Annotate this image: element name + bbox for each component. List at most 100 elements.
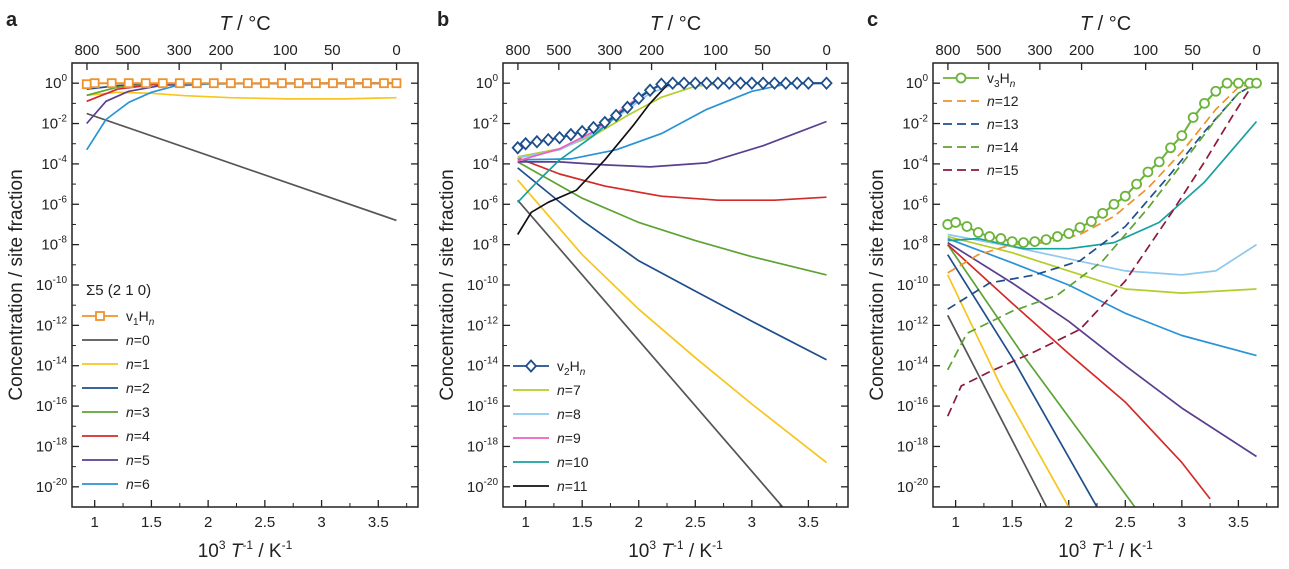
y-tick-exponent: -16 xyxy=(484,396,499,407)
data-point xyxy=(89,78,100,89)
x-tick-label: 1 xyxy=(91,514,99,531)
top-tick-label: 300 xyxy=(167,42,192,59)
y-tick-label: 10-14 xyxy=(897,356,929,375)
y-tick-exponent: -4 xyxy=(58,154,67,165)
data-point xyxy=(242,78,253,89)
y-tick-label: 10-12 xyxy=(36,315,68,334)
data-point xyxy=(345,78,355,89)
y-tick-base: 10 xyxy=(472,116,489,133)
x-tick-label: 3.5 xyxy=(1228,514,1249,531)
data-point xyxy=(1040,234,1052,245)
data-point xyxy=(1018,237,1029,249)
y-tick-label: 10-4 xyxy=(472,154,498,173)
data-point xyxy=(1176,130,1188,142)
data-point xyxy=(81,79,92,90)
y-tick-base: 10 xyxy=(902,156,919,173)
legend-label-part: H xyxy=(1000,70,1010,86)
x-label-part: T xyxy=(661,541,674,562)
top-tick-label: 800 xyxy=(505,42,530,59)
legend-label-part: n xyxy=(1010,79,1016,90)
data-point xyxy=(174,78,185,89)
y-tick-exponent: -6 xyxy=(489,194,498,205)
legend-label-part: n xyxy=(987,93,995,109)
data-point xyxy=(1006,236,1018,248)
legend-label-part: n xyxy=(126,452,134,468)
data-point xyxy=(362,78,372,89)
x-axis-label: 103 T-1 / K-1 xyxy=(1058,538,1153,562)
y-tick-base: 10 xyxy=(897,398,914,415)
data-point xyxy=(756,76,770,91)
legend-label: n=13 xyxy=(987,116,1019,132)
y-tick-label: 10-2 xyxy=(41,114,67,133)
top-tick-label: 300 xyxy=(597,42,622,59)
y-tick-base: 10 xyxy=(36,358,53,375)
y-tick-exponent: -2 xyxy=(58,114,67,125)
top-tick-label: 50 xyxy=(324,42,341,59)
y-tick-base: 10 xyxy=(467,479,484,496)
data-point xyxy=(950,217,962,228)
legend-label: v3Hn xyxy=(987,70,1016,90)
y-tick-exponent: -4 xyxy=(919,154,928,165)
series-line xyxy=(517,82,827,162)
top-tick-label: 500 xyxy=(546,42,571,59)
data-point xyxy=(734,76,747,91)
series-line-unlabeled xyxy=(517,82,827,161)
y-tick-label: 10-10 xyxy=(897,275,929,294)
series-line xyxy=(86,112,397,222)
y-tick-exponent: -18 xyxy=(484,436,499,447)
panel-letter: b xyxy=(437,9,449,31)
y-tick-base: 10 xyxy=(906,75,923,92)
y-tick-label: 10-4 xyxy=(41,154,67,173)
y-tick-base: 10 xyxy=(467,398,484,415)
top-tick-label: 0 xyxy=(392,42,400,59)
legend-label-part: =3 xyxy=(134,404,150,420)
x-label-part: 10 xyxy=(1058,541,1079,562)
legend-label-part: H xyxy=(570,358,580,374)
y-tick-exponent: -14 xyxy=(53,356,68,367)
data-point xyxy=(677,76,691,91)
data-point xyxy=(157,78,168,89)
series-line-unlabeled xyxy=(946,254,1098,507)
x-tick-label: 2 xyxy=(635,514,643,531)
data-point xyxy=(1131,178,1143,190)
series-line xyxy=(946,82,1257,371)
data-point xyxy=(1187,112,1199,123)
x-label-part: -1 xyxy=(1103,538,1114,552)
legend-label-part: =10 xyxy=(565,454,589,470)
y-tick-exponent: -8 xyxy=(58,235,67,246)
data-point xyxy=(1052,231,1063,242)
top-label-part: / °C xyxy=(662,13,701,35)
x-label-part: 3 xyxy=(1079,538,1086,552)
data-point xyxy=(1097,207,1109,219)
legend-label: n=10 xyxy=(557,454,589,470)
data-point xyxy=(519,136,532,151)
data-point xyxy=(995,233,1007,244)
legend-label-part: H xyxy=(139,308,149,324)
x-label-part: T xyxy=(231,541,244,562)
series-line xyxy=(946,82,1258,417)
legend-label-part: n xyxy=(987,139,995,155)
legend-label: n=2 xyxy=(126,380,150,396)
y-tick-label: 10-16 xyxy=(897,396,929,415)
data-point xyxy=(1199,97,1210,109)
data-point xyxy=(621,100,634,115)
legend-label: n=5 xyxy=(126,452,150,468)
data-point xyxy=(1108,198,1120,210)
y-tick-exponent: -18 xyxy=(53,436,68,447)
x-label-part: -1 xyxy=(1142,538,1153,552)
y-tick-label: 10-6 xyxy=(472,194,498,213)
y-tick-exponent: -8 xyxy=(919,235,928,246)
y-tick-base: 10 xyxy=(897,277,914,294)
x-label-part: 10 xyxy=(198,541,219,562)
data-point xyxy=(575,124,589,139)
y-tick-label: 10-4 xyxy=(902,154,928,173)
y-tick-base: 10 xyxy=(36,277,53,294)
x-tick-label: 1 xyxy=(521,514,529,531)
data-point xyxy=(311,78,321,89)
legend-label-part: =9 xyxy=(565,430,581,446)
series-line-unlabeled xyxy=(947,237,1257,357)
legend-label-part: =12 xyxy=(995,93,1019,109)
data-point xyxy=(1210,85,1222,97)
